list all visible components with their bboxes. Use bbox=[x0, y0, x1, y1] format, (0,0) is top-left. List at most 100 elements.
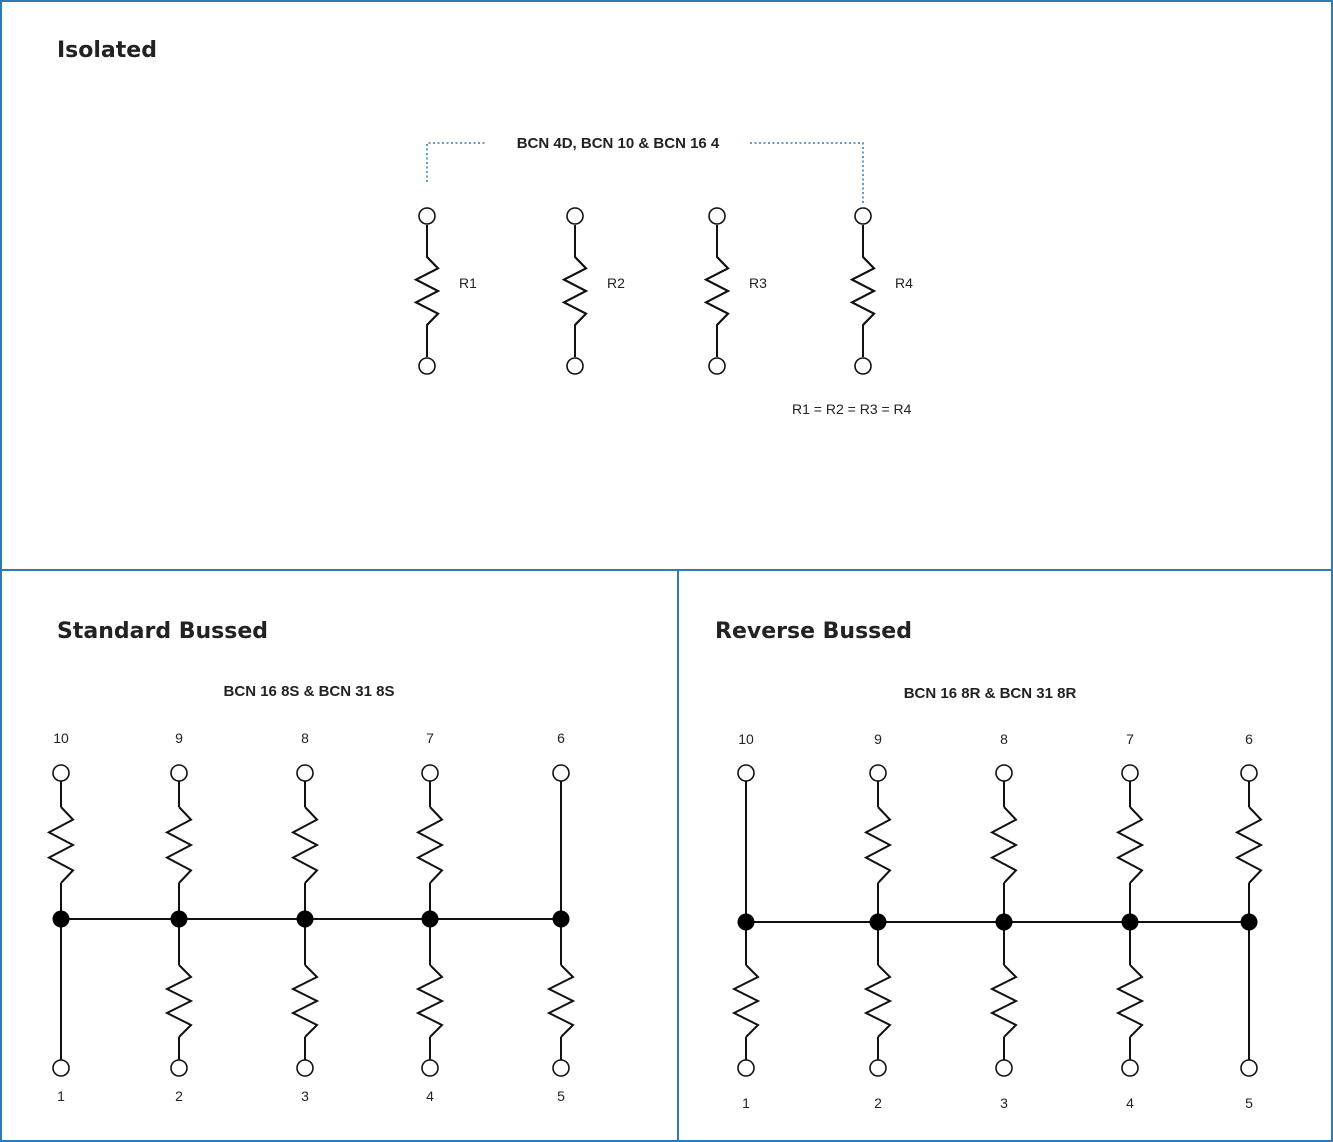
pin-terminal bbox=[552, 764, 570, 782]
bus-node bbox=[737, 913, 755, 931]
pin-terminal bbox=[869, 764, 887, 782]
isolated-panel: Isolated BCN 4D, BCN 10 & BCN 16 4 R1 R2 R… bbox=[0, 0, 1333, 571]
pin-number-bottom: 3 bbox=[1000, 1095, 1008, 1111]
pin-number-bottom: 2 bbox=[874, 1095, 882, 1111]
resistor-r3: R3 bbox=[703, 207, 767, 375]
bus-node bbox=[869, 913, 887, 931]
resistor-zigzag bbox=[849, 256, 877, 326]
network-column: 74 bbox=[415, 730, 445, 1104]
resistor-zigzag bbox=[546, 964, 576, 1038]
network-column: 10 1 bbox=[731, 731, 761, 1111]
pin-terminal bbox=[854, 357, 872, 375]
resistor-zigzag bbox=[164, 806, 194, 884]
pin-terminal bbox=[52, 764, 70, 782]
pin-number-bottom: 4 bbox=[1126, 1095, 1134, 1111]
pin-terminal bbox=[869, 1059, 887, 1077]
resistor-zigzag bbox=[989, 964, 1019, 1038]
pin-terminal bbox=[418, 207, 436, 225]
network-column: 10 1 bbox=[46, 730, 76, 1104]
pin-number-top: 7 bbox=[426, 730, 434, 746]
isolated-part-label: BCN 4D, BCN 10 & BCN 16 4 bbox=[517, 135, 720, 152]
resistor-zigzag bbox=[863, 964, 893, 1038]
resistor-zigzag bbox=[561, 256, 589, 326]
pin-terminal bbox=[737, 764, 755, 782]
resistor-zigzag bbox=[46, 806, 76, 884]
resistor-zigzag bbox=[989, 806, 1019, 884]
pin-number-top: 6 bbox=[557, 730, 565, 746]
bus-node bbox=[552, 910, 570, 928]
pin-number-top: 10 bbox=[53, 730, 69, 746]
pin-terminal bbox=[421, 1059, 439, 1077]
pin-number-top: 9 bbox=[175, 730, 183, 746]
resistor-zigzag bbox=[415, 806, 445, 884]
isolated-schematic: BCN 4D, BCN 10 & BCN 16 4 R1 R2 R3 R4 R1 = … bbox=[413, 135, 913, 417]
pin-number-top: 9 bbox=[874, 731, 882, 747]
reverse-bussed-panel: Reverse Bussed BCN 16 8R & BCN 31 8R 10 1… bbox=[677, 569, 1333, 1142]
pin-number-top: 8 bbox=[1000, 731, 1008, 747]
resistor-zigzag bbox=[731, 964, 761, 1038]
bus-node bbox=[52, 910, 70, 928]
pin-terminal bbox=[737, 1059, 755, 1077]
pin-number-top: 8 bbox=[301, 730, 309, 746]
network-column: 92 bbox=[863, 731, 893, 1111]
pin-number-bottom: 4 bbox=[426, 1088, 434, 1104]
standard-title: Standard Bussed bbox=[57, 619, 269, 644]
bus-node bbox=[170, 910, 188, 928]
bus-node bbox=[995, 913, 1013, 931]
resistor-zigzag bbox=[290, 964, 320, 1038]
pin-terminal bbox=[566, 357, 584, 375]
isolated-part-bracket bbox=[426, 142, 864, 203]
pin-terminal bbox=[1121, 1059, 1139, 1077]
network-column: 65 bbox=[546, 730, 576, 1104]
pin-terminal bbox=[708, 357, 726, 375]
pin-terminal bbox=[170, 1059, 188, 1077]
resistor-label: R2 bbox=[607, 275, 625, 291]
resistor-r2: R2 bbox=[561, 207, 625, 375]
resistor-zigzag bbox=[703, 256, 731, 326]
pin-terminal bbox=[1240, 1059, 1258, 1077]
network-column: 74 bbox=[1115, 731, 1145, 1111]
standard-bussed-panel: Standard Bussed BCN 16 8S & BCN 31 8S 10… bbox=[0, 569, 679, 1142]
pin-number-top: 6 bbox=[1245, 731, 1253, 747]
pin-terminal bbox=[995, 1059, 1013, 1077]
bus-node bbox=[1121, 913, 1139, 931]
pin-number-bottom: 5 bbox=[557, 1088, 565, 1104]
pin-terminal bbox=[418, 357, 436, 375]
resistor-zigzag bbox=[863, 806, 893, 884]
pin-number-bottom: 1 bbox=[57, 1088, 65, 1104]
pin-number-bottom: 2 bbox=[175, 1088, 183, 1104]
pin-number-bottom: 1 bbox=[742, 1095, 750, 1111]
pin-terminal bbox=[1121, 764, 1139, 782]
network-column: 83 bbox=[290, 730, 320, 1104]
bus-node bbox=[1240, 913, 1258, 931]
resistor-zigzag bbox=[413, 256, 441, 326]
pin-number-top: 7 bbox=[1126, 731, 1134, 747]
pin-terminal bbox=[296, 1059, 314, 1077]
standard-part-label: BCN 16 8S & BCN 31 8S bbox=[224, 683, 395, 700]
network-column: 83 bbox=[989, 731, 1019, 1111]
reverse-part-label: BCN 16 8R & BCN 31 8R bbox=[904, 685, 1077, 702]
pin-terminal bbox=[1240, 764, 1258, 782]
resistor-label: R3 bbox=[749, 275, 767, 291]
pin-terminal bbox=[854, 207, 872, 225]
pin-terminal bbox=[566, 207, 584, 225]
resistance-equation: R1 = R2 = R3 = R4 bbox=[792, 401, 912, 417]
network-column: 92 bbox=[164, 730, 194, 1104]
resistor-zigzag bbox=[1115, 964, 1145, 1038]
pin-terminal bbox=[52, 1059, 70, 1077]
pin-number-bottom: 3 bbox=[301, 1088, 309, 1104]
resistor-zigzag bbox=[1234, 806, 1264, 884]
resistor-zigzag bbox=[290, 806, 320, 884]
resistor-zigzag bbox=[1115, 806, 1145, 884]
resistor-label: R1 bbox=[459, 275, 477, 291]
pin-terminal bbox=[296, 764, 314, 782]
resistor-zigzag bbox=[415, 964, 445, 1038]
pin-number-bottom: 5 bbox=[1245, 1095, 1253, 1111]
pin-terminal bbox=[421, 764, 439, 782]
pin-terminal bbox=[170, 764, 188, 782]
resistor-r1: R1 bbox=[413, 207, 477, 375]
reverse-title: Reverse Bussed bbox=[715, 619, 912, 644]
resistor-zigzag bbox=[164, 964, 194, 1038]
